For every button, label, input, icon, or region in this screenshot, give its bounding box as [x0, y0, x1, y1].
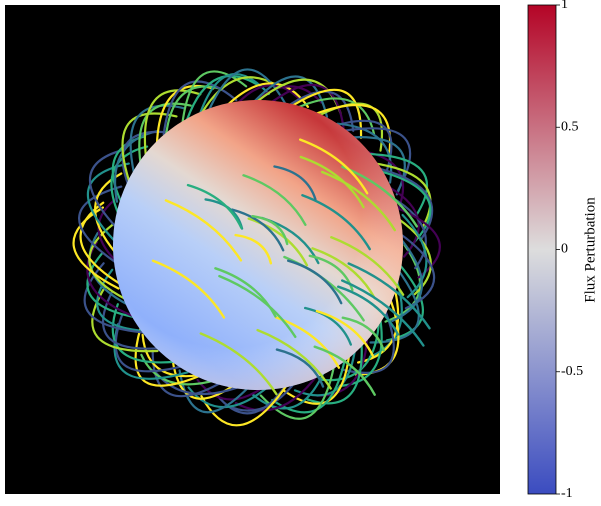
field-line [341, 279, 425, 347]
colorbar [527, 4, 557, 495]
field-line [256, 328, 332, 390]
field-line [359, 152, 428, 217]
colorbar-tick-label: 1 [561, 0, 568, 12]
field-line [182, 74, 258, 130]
field-line [275, 348, 325, 388]
field-line [313, 345, 376, 396]
field-line [376, 167, 434, 242]
field-line [234, 233, 273, 265]
field-line [304, 306, 352, 346]
field-line [378, 170, 432, 246]
field-line [151, 259, 226, 319]
field-line [285, 88, 363, 139]
field-line [273, 165, 317, 201]
field-line [291, 97, 376, 135]
field-line [385, 256, 424, 342]
field-line [343, 127, 412, 192]
field-line [114, 314, 186, 373]
field-line [266, 83, 345, 129]
field-line [247, 75, 329, 118]
field-line [96, 268, 159, 333]
field-line [231, 208, 285, 252]
field-line [299, 155, 365, 209]
field-line [341, 165, 418, 228]
field-line [330, 236, 405, 296]
field-line [337, 285, 400, 336]
field-line [242, 174, 307, 226]
field-line [299, 138, 369, 195]
field-line [196, 76, 277, 122]
field-line [341, 316, 385, 352]
field-line [293, 338, 358, 397]
field-line [88, 148, 125, 237]
field-line [379, 200, 441, 279]
colorbar-tick-label: -0.5 [561, 364, 583, 379]
field-line [179, 70, 248, 141]
sphere-shade [113, 100, 403, 390]
field-line [113, 130, 158, 203]
colorbar-tick-label: -1 [561, 486, 573, 501]
field-line [162, 80, 238, 136]
field-line [315, 309, 374, 357]
field-line [301, 194, 371, 251]
field-line [218, 274, 297, 338]
field-line [311, 247, 376, 300]
field-line [134, 328, 205, 387]
field-line [199, 332, 278, 396]
colorbar-tick-label: 0 [561, 242, 568, 257]
scene [72, 68, 441, 427]
field-line [321, 170, 396, 232]
field-line [186, 183, 243, 230]
field-lines-front [151, 138, 431, 396]
field-line [347, 262, 431, 330]
field-line [251, 215, 289, 246]
field-line [164, 199, 243, 262]
field-line [72, 206, 120, 290]
colorbar-ticks: -1 -0.5 0 0.5 1 [556, 0, 583, 501]
field-line [101, 291, 172, 350]
field-line [111, 303, 176, 364]
field-line [78, 185, 123, 266]
field-line [369, 267, 420, 344]
colorbar-label: Flux Perturbation [582, 197, 598, 303]
field-line [200, 384, 288, 427]
field-line [365, 161, 432, 228]
field-line [234, 374, 318, 412]
field-line [287, 259, 343, 305]
field-line [251, 364, 328, 410]
colorbar-tick-label: 0.5 [561, 119, 579, 134]
field-line [391, 240, 424, 322]
field-line [178, 369, 260, 414]
